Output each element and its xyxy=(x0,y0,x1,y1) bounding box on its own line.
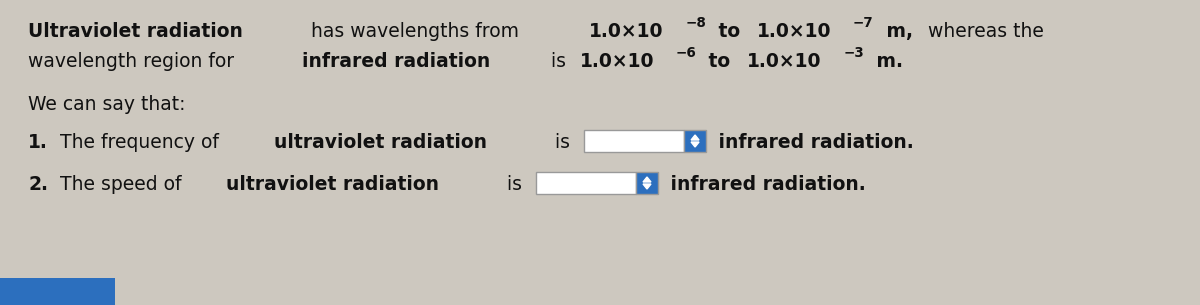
Polygon shape xyxy=(643,177,652,182)
Text: is: is xyxy=(548,133,570,152)
Polygon shape xyxy=(691,135,700,140)
Text: The frequency of: The frequency of xyxy=(54,133,224,152)
Text: to: to xyxy=(702,52,737,71)
Text: 1.0×10: 1.0×10 xyxy=(757,22,832,41)
Text: 1.0×10: 1.0×10 xyxy=(580,52,654,71)
Text: −8: −8 xyxy=(685,16,706,30)
Bar xyxy=(684,130,706,152)
Text: ultraviolet radiation: ultraviolet radiation xyxy=(274,133,487,152)
Text: m,: m, xyxy=(880,22,913,41)
Text: has wavelengths from: has wavelengths from xyxy=(305,22,526,41)
Text: 1.: 1. xyxy=(28,133,48,152)
Text: −3: −3 xyxy=(844,46,864,60)
Bar xyxy=(536,172,636,194)
Text: The speed of: The speed of xyxy=(54,175,187,194)
Text: infrared radiation.: infrared radiation. xyxy=(712,133,914,152)
Bar xyxy=(584,130,684,152)
Text: infrared radiation.: infrared radiation. xyxy=(664,175,865,194)
Text: whereas the: whereas the xyxy=(923,22,1044,41)
Text: Ultraviolet radiation: Ultraviolet radiation xyxy=(28,22,242,41)
Text: ultraviolet radiation: ultraviolet radiation xyxy=(226,175,439,194)
Text: We can say that:: We can say that: xyxy=(28,95,186,114)
Polygon shape xyxy=(643,184,652,189)
Text: infrared radiation: infrared radiation xyxy=(301,52,490,71)
Text: 1.0×10: 1.0×10 xyxy=(748,52,822,71)
Text: wavelength region for: wavelength region for xyxy=(28,52,240,71)
Bar xyxy=(0,278,115,305)
Text: 2.: 2. xyxy=(28,175,48,194)
Polygon shape xyxy=(691,142,700,147)
Text: 1.0×10: 1.0×10 xyxy=(589,22,664,41)
Text: to: to xyxy=(712,22,746,41)
Text: is: is xyxy=(545,52,571,71)
Text: −6: −6 xyxy=(676,46,696,60)
Text: m.: m. xyxy=(870,52,902,71)
Text: is: is xyxy=(500,175,522,194)
Text: −7: −7 xyxy=(853,16,874,30)
Bar xyxy=(636,172,658,194)
